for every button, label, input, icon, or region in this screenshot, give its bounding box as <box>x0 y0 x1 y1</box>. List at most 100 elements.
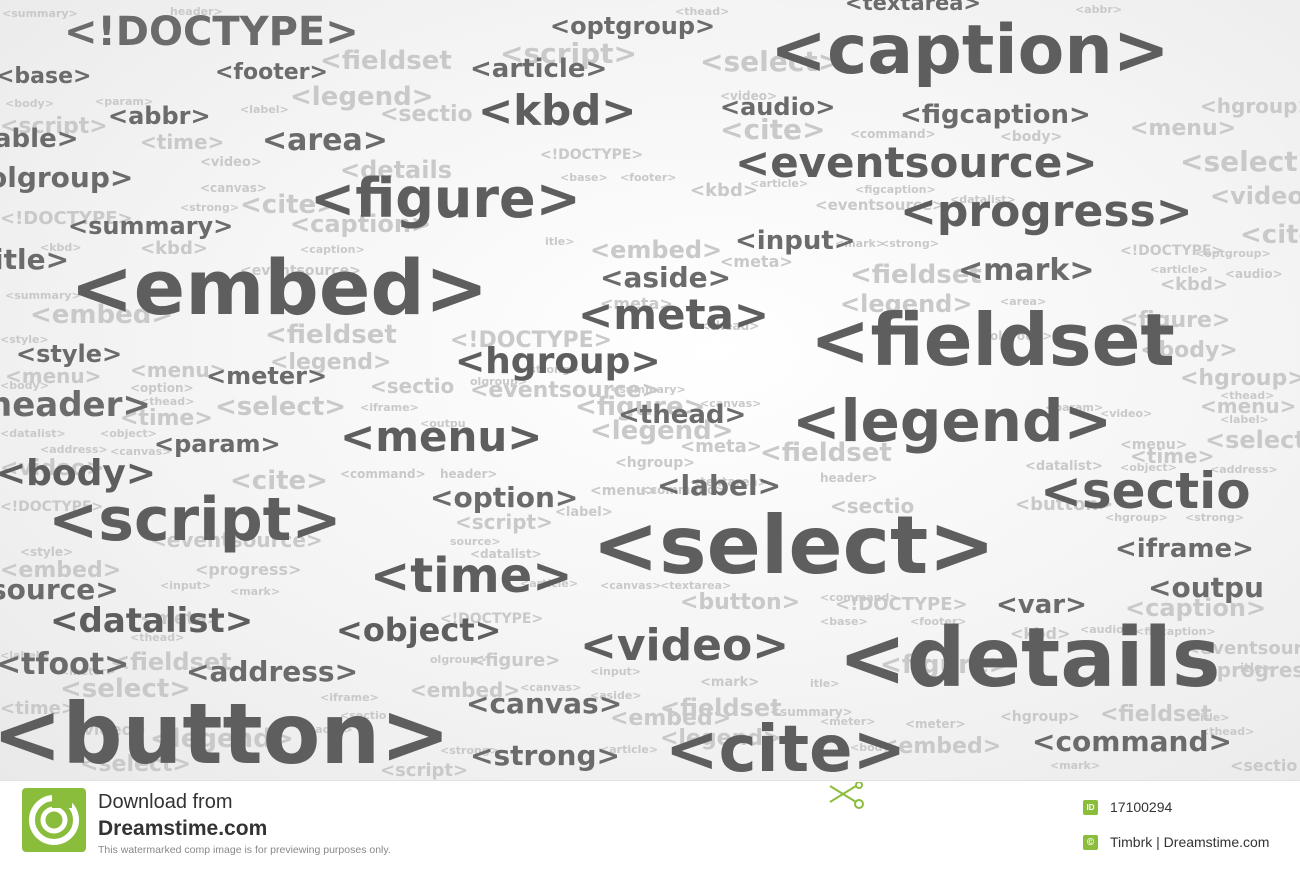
bg-area: <area> <box>1000 295 1047 308</box>
tag-caption: <caption> <box>770 11 1170 90</box>
bg-source: source> <box>450 535 501 548</box>
bg-strong-3: <strong> <box>520 363 579 376</box>
bg-title: itle> <box>545 235 575 248</box>
bg-base-2: <base> <box>820 615 868 628</box>
bg-menu-6: <menu> <box>590 483 658 499</box>
tag-figure: <figure> <box>310 167 581 230</box>
bg-address-2: <address> <box>40 443 108 456</box>
html-tags-word-collage: <summary> header> <thead> <abbr> <script… <box>0 0 1300 780</box>
bg-command-2: <command> <box>340 467 426 481</box>
bg-input: <input> <box>160 579 211 592</box>
bg-menu-5: <menu> <box>130 358 227 382</box>
bg-body-3: <body> <box>1140 338 1238 363</box>
bg-eventsource: <eventsource> <box>815 196 945 214</box>
tag-time: <time> <box>370 548 573 604</box>
bg-figure: <figure> <box>1120 308 1231 333</box>
tag-details: <details <box>838 611 1221 706</box>
bg-caption-3: <caption> <box>1125 594 1267 622</box>
bg-fieldset-2: <fieldset <box>265 320 397 350</box>
copyright-badge: © <box>1083 835 1098 850</box>
tag-menu: <menu> <box>340 412 543 461</box>
bg-header-2: header> <box>440 467 498 481</box>
bg-kbd-4: <kbd> <box>140 238 208 259</box>
bg-section-5: <sectio <box>1230 756 1298 775</box>
bg-select-2: <select> <box>1180 145 1300 178</box>
tag-abbr: <abbr> <box>108 102 211 130</box>
tag-object: <object> <box>336 611 502 649</box>
bg-footer-2: <footer> <box>910 615 967 628</box>
bg-select: <select> <box>700 45 842 78</box>
bg-cite-3: <cite> <box>1240 220 1300 250</box>
bg-mark: <mark> <box>835 237 886 250</box>
bg-figcaption: <figcaption> <box>855 183 936 196</box>
bg-input-2: <input> <box>590 665 641 678</box>
bg-doctype-6: <!DOCTYPE> <box>0 499 104 515</box>
bg-eventsource-5: <eventsource> <box>1185 638 1300 659</box>
bg-fieldset-5: <fieldset <box>110 648 232 676</box>
bg-summary-4: <summary> <box>770 705 853 719</box>
bg-object: <object> <box>1120 461 1177 474</box>
bg-textarea-2: <textarea> <box>690 475 768 489</box>
bg-canvas-5: <canvas> <box>520 681 582 694</box>
bg-select-6: <select> <box>80 752 191 777</box>
bg-details: <details <box>340 156 452 184</box>
bg-video: <video> <box>720 89 778 103</box>
bg-title-3: itle> <box>810 677 840 690</box>
tag-article: <article> <box>470 54 608 84</box>
bg-doctype-2: <!DOCTYPE> <box>540 147 644 163</box>
tag-output: <outpu <box>1148 571 1264 604</box>
bg-summary: <summary> <box>2 7 78 20</box>
bg-datalist-3: <datalist> <box>0 427 66 440</box>
bg-label: <label> <box>240 103 289 116</box>
bg-time-4: <time> <box>0 698 76 719</box>
bg-fieldset-6: <fieldset <box>660 694 782 722</box>
tag-canvas: <canvas> <box>466 687 623 720</box>
tag-optgroup: <optgroup> <box>550 12 716 40</box>
tag-source: source> <box>0 573 119 606</box>
bg-header-4: header> <box>300 723 353 736</box>
bg-select-5: <select> <box>60 674 192 704</box>
bg-style-2: <style> <box>20 545 74 559</box>
tag-param: <param> <box>154 430 281 458</box>
bg-summary-2: <summary> <box>5 289 81 302</box>
bg-meta-2: <meta> <box>720 252 793 271</box>
tag-mark: <mark> <box>958 253 1095 288</box>
bg-section-2: <sectio <box>370 374 455 398</box>
bg-audio: <audio> <box>1225 267 1283 281</box>
bg-menu-3: <menu> <box>1120 437 1188 453</box>
tag-option: <option> <box>430 481 579 514</box>
tag-audio: <audio> <box>720 93 836 121</box>
tag-area: <area> <box>262 123 388 158</box>
photographer-credit: Timbrk | Dreamstime.com <box>1110 834 1270 850</box>
bg-address: <address> <box>1210 463 1278 476</box>
tag-tfoot: <tfoot> <box>0 647 130 682</box>
bg-thead-5: <thead> <box>130 631 185 644</box>
bg-figure-3: <figure> <box>880 650 1011 680</box>
bg-hgroup: <hgroup> <box>1200 94 1300 118</box>
tag-iframe: <iframe> <box>1115 534 1254 564</box>
bg-summary-3: <summary> <box>610 383 686 396</box>
tag-var: <var> <box>996 590 1087 620</box>
bg-base: <base> <box>560 171 608 184</box>
bg-doctype-8: <!DOCTYPE> <box>835 594 968 615</box>
tag-footer: <footer> <box>215 60 328 85</box>
tag-section: <sectio <box>1040 462 1251 520</box>
watermark-footer <box>0 780 1300 870</box>
tag-summary: <summary> <box>68 212 234 240</box>
bg-meta-4: <meta> <box>140 608 222 629</box>
bg-doctype-7: <!DOCTYPE> <box>440 611 544 627</box>
tag-colgroup: olgroup> <box>0 161 134 194</box>
bg-menu-2: <menu> <box>1200 394 1297 418</box>
bg-strong: <strong> <box>180 201 239 214</box>
bg-label-4: <label> <box>0 649 49 662</box>
tag-progress: <progress> <box>900 186 1193 237</box>
bg-mark-4: <mark> <box>1050 759 1101 772</box>
bg-style: <style> <box>0 333 49 346</box>
dreamstime-link[interactable]: Dreamstime.com <box>98 817 268 840</box>
bg-meta-3: <meta> <box>680 436 762 457</box>
bg-mark-3: <mark> <box>700 675 760 690</box>
tag-video: <video> <box>580 620 790 671</box>
bg-article-4: <article> <box>600 743 659 756</box>
bg-legend-6: <legend> <box>660 726 782 751</box>
tag-eventsource: <eventsource> <box>735 138 1098 187</box>
